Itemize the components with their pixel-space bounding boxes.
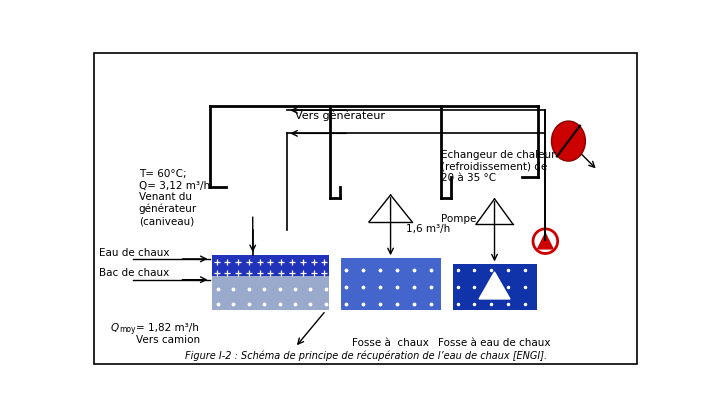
Bar [212,276,329,311]
Polygon shape [538,234,553,249]
Bar [453,265,537,311]
Ellipse shape [551,122,585,162]
Text: Vers générateur: Vers générateur [295,110,385,120]
Text: moy: moy [119,324,135,333]
Bar [341,259,441,311]
Text: T= 60°C;
Q= 3,12 m³/h
Venant du
générateur
(caniveau): T= 60°C; Q= 3,12 m³/h Venant du générate… [139,169,210,225]
Text: Bac de chaux: Bac de chaux [99,268,169,278]
Text: Pompe: Pompe [441,214,477,223]
Text: Fosse à eau de chaux: Fosse à eau de chaux [438,337,550,348]
Text: = 1,82 m³/h
Vers camion: = 1,82 m³/h Vers camion [136,322,200,344]
Bar [212,255,329,276]
Text: Q: Q [110,322,119,332]
Polygon shape [479,272,510,299]
Text: Figure I-2 : Schéma de principe de récupération de l’eau de chaux [ENGI].: Figure I-2 : Schéma de principe de récup… [185,349,547,360]
Text: 1,6 m³/h: 1,6 m³/h [406,224,451,234]
Text: Fosse à  chaux: Fosse à chaux [352,337,429,348]
Text: Eau de chaux: Eau de chaux [99,247,169,257]
Text: Echangeur de chaleur
(refroidissement) de
20 à 35 °C: Echangeur de chaleur (refroidissement) d… [441,150,556,183]
